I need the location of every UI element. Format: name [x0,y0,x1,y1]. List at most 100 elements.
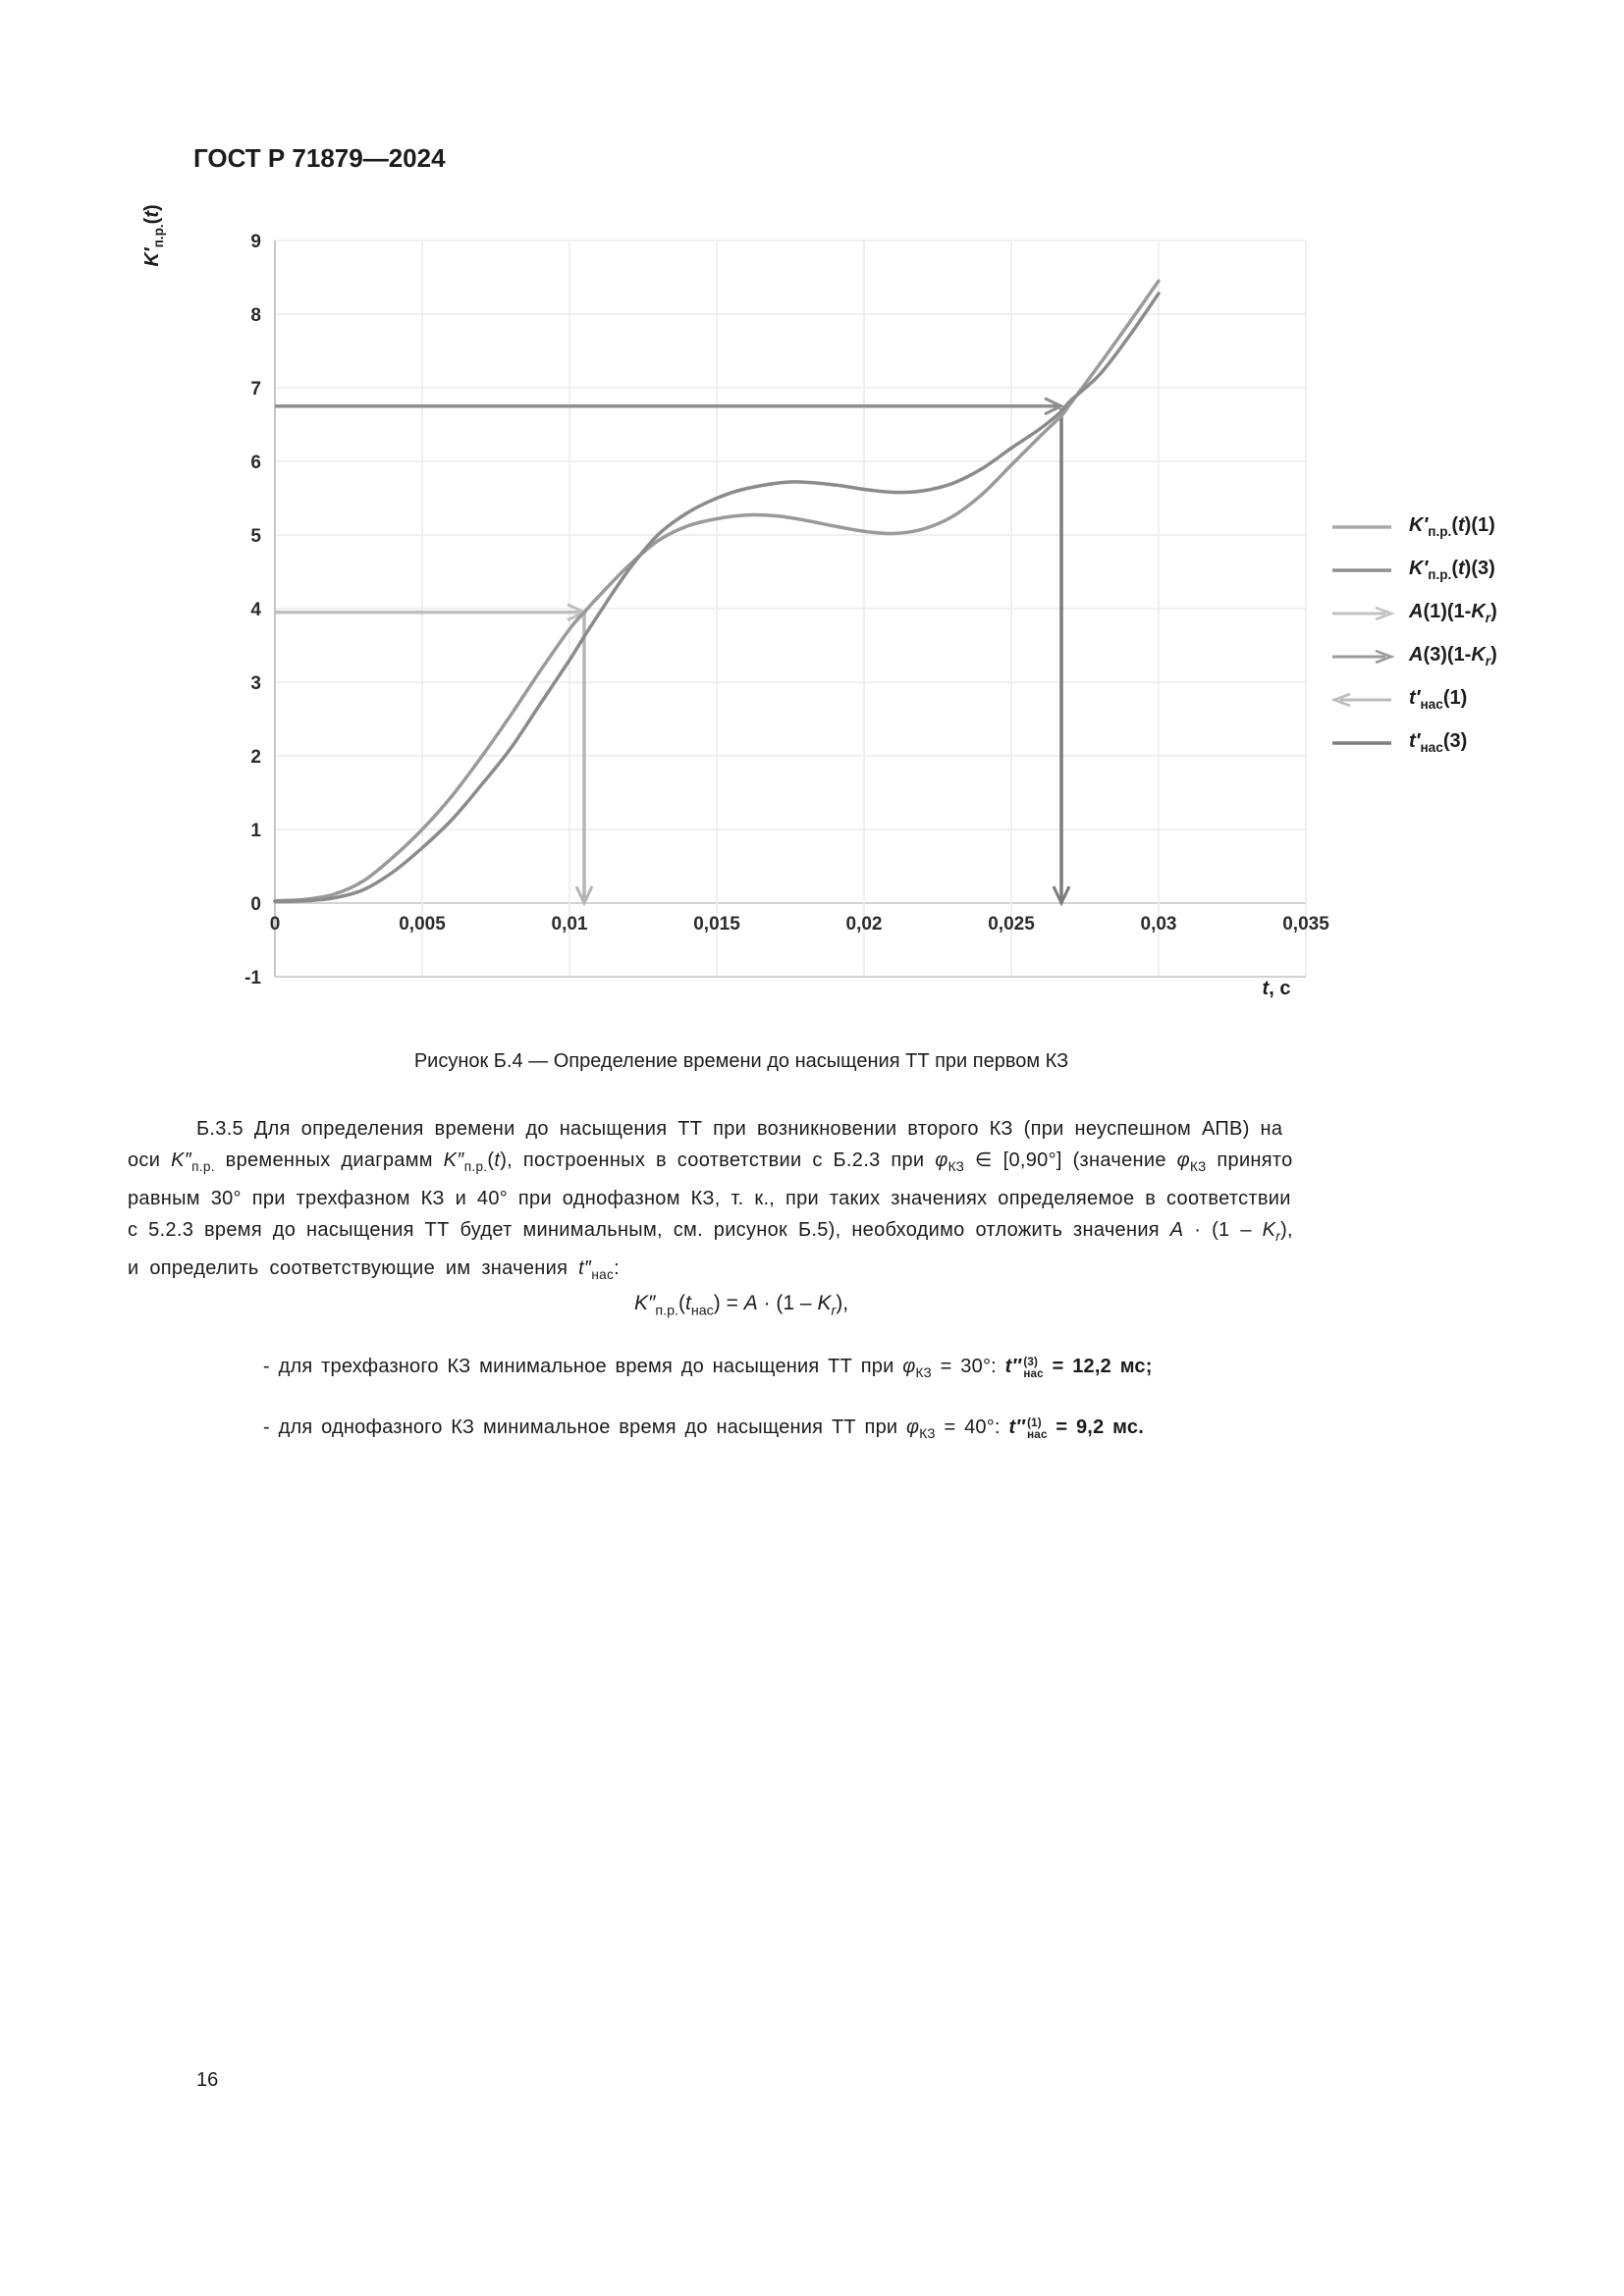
paragraph-line: Б.3.5 Для определения времени до насыщен… [128,1113,1502,1145]
text-run: ) = [713,1292,744,1314]
chart-area: -1 0 1 2 3 4 5 6 7 8 9 0 0,005 0,01 0,015 0,02 0,025 0,03… [137,137,1497,1021]
text-run: ∈ [0,90°] (значение [964,1149,1177,1171]
text-run: φ [1176,1149,1190,1171]
text-run: (3) [1442,730,1468,753]
y-tick-label: 7 [250,379,261,400]
text-run: r [831,1303,837,1319]
text-run: ) [1490,644,1497,667]
text-run: r [1275,1229,1281,1245]
text-run: = 30°: [931,1356,1005,1377]
text-run: A [1409,644,1424,667]
bullet-three-phase: - для трехфазного КЗ минимальное время д… [263,1356,1153,1380]
arrowhead-tnas3 [1052,885,1071,907]
text-run: п.р. [463,1159,488,1175]
text-run: t″ [578,1257,592,1280]
text-run: ) [141,204,163,211]
text-run: ( [1451,514,1458,537]
text-run: )(1) [1464,514,1495,537]
curve-1 [273,279,1161,903]
text-run: - для трехфазного КЗ минимальное время д… [263,1356,903,1377]
chart-legend: K′п.р.(t)(1) K′п.р.(t)(3) A(1)(1-Kr) A(3)(1… [1330,506,1624,765]
text-run: · (1 – [1183,1219,1263,1242]
legend-label: A(1)(1-Kr) [1409,601,1497,625]
paragraph-b35: Б.3.5 Для определения времени до насыщен… [128,1113,1502,1291]
legend-label: K′п.р.(t)(1) [1409,514,1495,539]
y-tick-label: 5 [250,526,261,547]
text-run: )(3) [1464,558,1495,580]
x-tick-label: 0,025 [988,914,1035,934]
curve-2 [273,292,1161,904]
text-run: K′ [141,247,163,267]
bullet-single-phase: - для однофазного КЗ минимальное время д… [263,1416,1144,1441]
text-run: ), [1280,1219,1293,1242]
text-run: (1)(1- [1423,601,1472,623]
text-run: K [817,1292,832,1314]
text-run: A [743,1292,758,1314]
page-number: 16 [196,2069,219,2091]
legend-item-2: A(1)(1-Kr) [1330,592,1624,635]
text-run: нас [1420,697,1443,713]
text-run: t [494,1149,501,1171]
text-run: φ [902,1356,916,1377]
text-run: K [1471,644,1486,667]
arrowhead-A3 [1044,397,1065,416]
text-run: с 5.2.3 время до насыщения ТТ будет мини… [128,1219,1170,1242]
x-axis-title: t, с [1218,978,1335,1000]
text-run: нас [1420,740,1443,756]
text-run: КЗ [947,1159,965,1175]
y-tick-label: 9 [250,232,261,252]
text-run: ( [141,217,163,225]
legend-path [1375,649,1395,665]
x-tick-label: 0,01 [552,914,588,934]
text-run: φ [906,1416,920,1438]
text-run: КЗ [919,1426,936,1442]
text-run: K″ [633,1292,656,1314]
legend-label: K′п.р.(t)(3) [1409,558,1495,582]
text-run: t′ [1409,730,1421,753]
text-run: K [1262,1219,1276,1242]
text-run: КЗ [915,1365,932,1381]
text-run: r [1485,611,1491,626]
text-run: φ [935,1149,948,1171]
legend-path [1375,606,1395,621]
legend-label: A(3)(1-Kr) [1409,644,1497,668]
x-tick-label: 0,005 [399,914,446,934]
legend-item-1: K′п.р.(t)(3) [1330,549,1624,592]
text-run: : [614,1257,620,1280]
text-run: t″ [1004,1356,1022,1377]
arrowhead-tnas1 [574,885,594,907]
paragraph-line: и определить соответствующие им значения… [128,1253,1502,1291]
text-run: п.р. [151,224,167,248]
text-run: A [1169,1219,1184,1242]
figure-caption: Рисунок Б.4 — Определение времени до нас… [413,1050,1069,1072]
y-tick-label: 4 [250,600,261,620]
text-run: ( [487,1149,495,1171]
y-tick-label: 0 [250,894,261,915]
y-tick-label: 6 [250,453,261,473]
text-run: t [1458,514,1465,537]
text-run: - для однофазного КЗ минимальное время д… [263,1416,907,1438]
text-run: КЗ [1189,1159,1207,1175]
text-run: K′ [1409,558,1429,580]
text-run: t′ [1409,687,1421,710]
text-run: оси [128,1149,172,1171]
y-tick-label: 8 [250,305,261,326]
text-run: равным 30° при трехфазном КЗ и 40° при о… [128,1188,1291,1210]
text-run: и определить соответствующие им значения [128,1257,579,1280]
legend-path [1330,692,1351,708]
document-header: ГОСТ Р 71879—2024 [193,143,446,173]
text-run: ), [836,1292,849,1314]
legend-symbol-arrow-right [1332,606,1395,621]
legend-item-4: t′нас(1) [1330,678,1624,721]
y-axis-title: K′п.р.(t) [141,152,167,319]
text-run: t [685,1292,691,1314]
text-run: = 9,2 мс. [1047,1416,1144,1438]
x-tick-label: 0,015 [693,914,740,934]
text-run: (1) [1442,687,1468,710]
legend-item-5: t′нас(3) [1330,721,1624,765]
text-run: (1) нас [1027,1416,1048,1442]
formula: K″п.р.(tнас) = A · (1 – Kr), [128,1292,1355,1318]
text-run: ( [1451,558,1458,580]
text-run: п.р. [1428,567,1452,583]
